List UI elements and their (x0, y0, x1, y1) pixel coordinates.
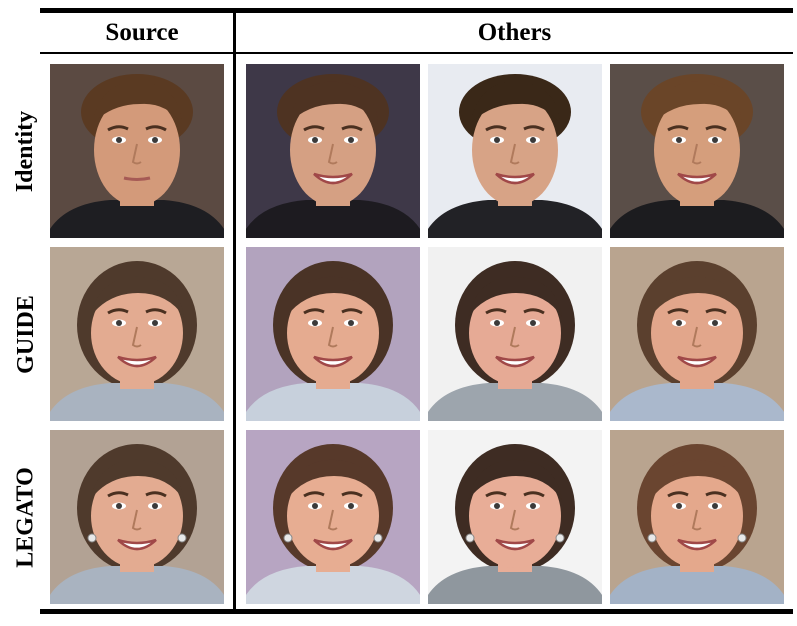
row-label-identity: Identity (4, 64, 48, 238)
column-divider (233, 8, 236, 614)
row-label-legato-text: LEGATO (12, 466, 39, 568)
row-label-guide: GUIDE (4, 247, 48, 421)
top-rule (40, 8, 793, 13)
row-label-guide-text: GUIDE (12, 294, 39, 374)
face-image-identity-source (50, 64, 224, 238)
row-label-identity-text: Identity (12, 110, 39, 192)
face-image-identity-other-1 (246, 64, 420, 238)
face-image-guide-other-2 (428, 247, 602, 421)
face-image-legato-other-1 (246, 430, 420, 604)
row-label-legato: LEGATO (4, 430, 48, 604)
bottom-rule (40, 609, 793, 614)
face-image-guide-other-3 (610, 247, 784, 421)
column-header-source: Source (105, 19, 179, 46)
header-rule (40, 52, 793, 54)
face-image-guide-source (50, 247, 224, 421)
face-image-identity-other-2 (428, 64, 602, 238)
face-image-legato-source (50, 430, 224, 604)
column-header-others: Others (477, 19, 552, 46)
face-image-legato-other-2 (428, 430, 602, 604)
face-image-identity-other-3 (610, 64, 784, 238)
face-image-guide-other-1 (246, 247, 420, 421)
face-image-legato-other-3 (610, 430, 784, 604)
